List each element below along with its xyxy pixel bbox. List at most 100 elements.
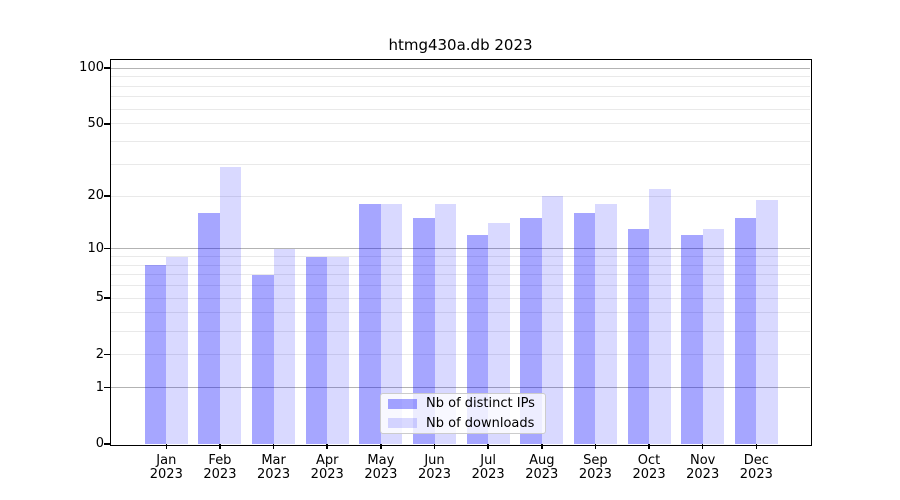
x-tick-mark xyxy=(755,444,758,449)
bar-distinct-ips-jun xyxy=(413,218,435,444)
x-tick-month: Jan xyxy=(156,453,177,468)
y-tick-label: 0 xyxy=(95,436,104,451)
x-tick-label: Aug 2023 xyxy=(512,454,572,481)
bar-distinct-ips-mar xyxy=(252,274,274,444)
x-tick-month: Sep xyxy=(583,453,608,468)
minor-gridline xyxy=(111,163,810,165)
y-tick-label: 2 xyxy=(95,346,104,362)
x-tick-mark xyxy=(541,444,543,449)
bar-downloads-oct xyxy=(649,188,671,444)
bar-downloads-jan xyxy=(166,256,188,444)
bar-distinct-ips-sep xyxy=(573,213,596,444)
x-tick-label: Apr 2023 xyxy=(297,454,357,481)
minor-gridline xyxy=(111,297,810,299)
y-tick-label: 100 xyxy=(79,60,104,76)
x-tick-year: 2023 xyxy=(739,466,773,482)
x-tick-label: Jul 2023 xyxy=(458,454,518,481)
bar-downloads-feb xyxy=(219,167,242,444)
bar-distinct-ips-may xyxy=(359,204,381,444)
legend-item-distinct-ips: Nb of distinct IPs xyxy=(388,396,538,412)
x-tick-month: Apr xyxy=(315,453,339,468)
y-tick-label: 10 xyxy=(87,240,104,256)
x-tick-mark xyxy=(594,444,597,449)
x-tick-month: Jun xyxy=(424,453,445,468)
y-tick-label: 20 xyxy=(87,188,104,204)
minor-gridline xyxy=(111,312,810,314)
legend-swatch-distinct-ips xyxy=(388,398,417,409)
x-tick-label: Jun 2023 xyxy=(405,454,465,481)
y-tick-mark xyxy=(104,123,110,125)
x-tick-label: Jan 2023 xyxy=(136,454,196,481)
x-tick-year: 2023 xyxy=(417,466,452,482)
bar-downloads-jul xyxy=(488,223,510,444)
x-tick-mark xyxy=(433,444,436,449)
y-tick-label: 1 xyxy=(95,379,104,395)
y-tick-mark xyxy=(104,443,110,445)
legend-label-downloads: Nb of downloads xyxy=(426,415,535,431)
x-tick-month: Dec xyxy=(743,453,769,468)
y-tick-mark xyxy=(104,297,110,299)
x-tick-month: Mar xyxy=(261,453,286,468)
x-tick-month: Aug xyxy=(529,453,555,468)
y-tick-mark xyxy=(104,353,110,356)
major-gridline xyxy=(111,387,810,389)
x-tick-month: Nov xyxy=(690,453,716,468)
x-tick-year: 2023 xyxy=(686,466,720,482)
x-tick-label: Nov 2023 xyxy=(673,454,733,481)
bar-distinct-ips-nov xyxy=(681,235,703,444)
legend: Nb of distinct IPs Nb of downloads xyxy=(380,393,546,434)
x-tick-year: 2023 xyxy=(364,466,398,482)
x-tick-month: May xyxy=(367,453,395,468)
x-tick-year: 2023 xyxy=(310,466,344,482)
minor-gridline xyxy=(111,123,810,125)
minor-gridline xyxy=(111,96,810,98)
minor-gridline xyxy=(111,285,810,287)
x-tick-label: Feb 2023 xyxy=(190,454,250,481)
legend-label-distinct-ips: Nb of distinct IPs xyxy=(426,396,535,412)
x-tick-label: Mar 2023 xyxy=(244,454,304,481)
minor-gridline xyxy=(111,141,810,143)
major-gridline xyxy=(111,248,810,250)
y-tick-mark xyxy=(104,67,110,69)
x-tick-month: Feb xyxy=(208,453,232,468)
bar-distinct-ips-aug xyxy=(520,218,542,444)
x-tick-year: 2023 xyxy=(471,466,505,482)
x-tick-label: Dec 2023 xyxy=(726,454,786,481)
x-tick-label: Oct 2023 xyxy=(619,454,679,481)
bar-downloads-dec xyxy=(756,200,778,444)
minor-gridline xyxy=(111,108,810,110)
bar-downloads-sep xyxy=(595,204,617,444)
minor-gridline xyxy=(111,354,810,356)
y-tick-mark xyxy=(104,386,110,389)
x-tick-year: 2023 xyxy=(203,466,237,482)
x-tick-month: Oct xyxy=(637,453,661,468)
x-tick-label: Sep 2023 xyxy=(565,454,625,481)
x-tick-month: Jul xyxy=(480,453,496,468)
minor-gridline xyxy=(111,274,810,276)
bar-downloads-aug xyxy=(541,196,564,444)
x-tick-mark xyxy=(380,444,382,449)
y-tick-label: 50 xyxy=(87,115,104,131)
minor-gridline xyxy=(111,264,810,266)
major-gridline xyxy=(111,67,810,69)
bar-distinct-ips-oct xyxy=(627,229,650,444)
x-tick-label: May 2023 xyxy=(351,454,411,481)
bar-distinct-ips-dec xyxy=(734,218,757,444)
y-tick-mark xyxy=(104,247,110,250)
bar-distinct-ips-jan xyxy=(144,265,167,444)
bar-downloads-apr xyxy=(327,256,349,444)
legend-swatch-downloads xyxy=(388,418,417,429)
bar-downloads-mar xyxy=(273,248,296,444)
chart-title: htmg430a.db 2023 xyxy=(388,36,533,54)
minor-gridline xyxy=(111,195,810,197)
bar-downloads-jun xyxy=(434,204,456,444)
bar-downloads-nov xyxy=(702,229,725,444)
x-tick-year: 2023 xyxy=(632,466,666,482)
bar-distinct-ips-apr xyxy=(305,256,328,444)
minor-gridline xyxy=(111,330,810,332)
x-tick-mark xyxy=(219,444,221,449)
y-tick-mark xyxy=(104,195,110,197)
x-tick-mark xyxy=(272,444,275,449)
minor-gridline xyxy=(111,85,810,87)
